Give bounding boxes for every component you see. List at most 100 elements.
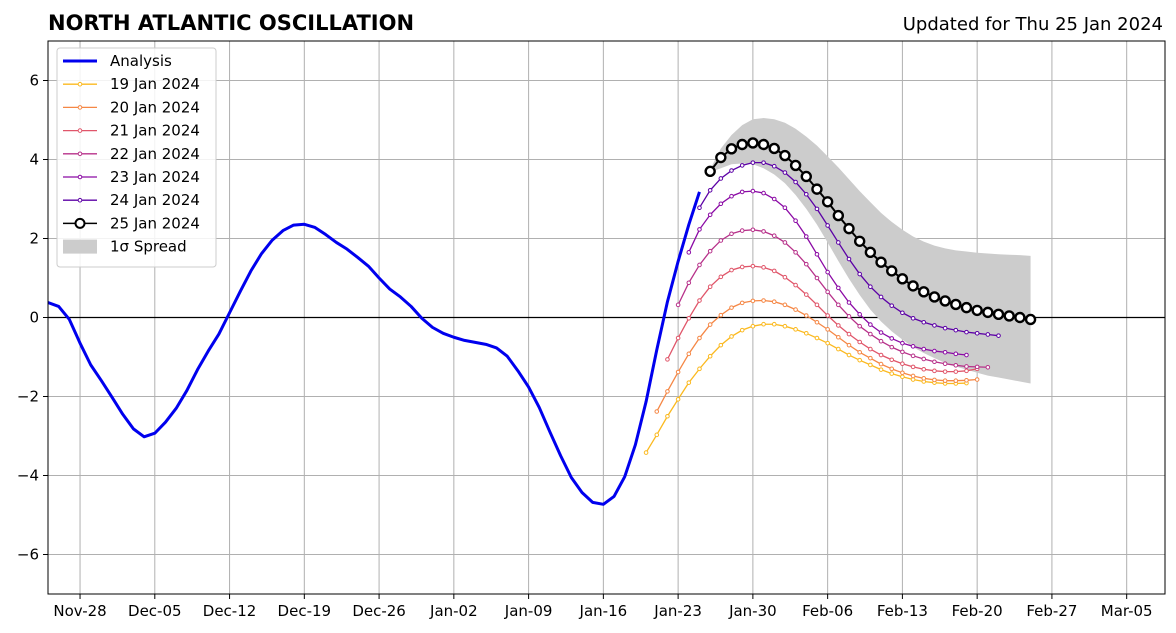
- x-tick-label: Dec-19: [278, 602, 332, 620]
- forecast-point: [654, 432, 660, 438]
- plot-area: Nov-28 Dec-05 Dec-12 Dec-19 Dec-26 Jan-02 Jan-…: [17, 40, 1166, 620]
- forecast-point: [697, 366, 702, 372]
- forecast-point: [761, 298, 766, 303]
- forecast-point: [939, 295, 951, 307]
- forecast-point: [729, 231, 734, 237]
- x-tick-label: Dec-26: [352, 602, 406, 620]
- x-tick-label: Jan-09: [504, 602, 553, 620]
- forecast-series-24-jan-2024: [697, 160, 1001, 338]
- forecast-point: [739, 228, 745, 233]
- forecast-point: [921, 366, 927, 372]
- forecast-point: [814, 335, 820, 341]
- forecast-point: [771, 163, 777, 169]
- forecast-point: [900, 374, 905, 380]
- forecast-point: [814, 206, 820, 212]
- forecast-point: [900, 310, 905, 316]
- forecast-point: [707, 353, 713, 359]
- forecast-point: [665, 389, 670, 394]
- forecast-point: [750, 263, 756, 269]
- forecast-point: [793, 327, 798, 332]
- forecast-point: [889, 336, 895, 341]
- forecast-point: [747, 137, 759, 149]
- forecast-point: [729, 168, 734, 173]
- forecast-point: [910, 315, 916, 321]
- forecast-point: [868, 346, 873, 352]
- forecast-point: [896, 273, 909, 285]
- forecast-point: [942, 378, 948, 384]
- x-tick-label: Dec-05: [128, 602, 182, 620]
- forecast-point: [729, 334, 734, 339]
- forecast-point: [910, 353, 916, 359]
- forecast-point: [889, 366, 895, 372]
- forecast-point: [985, 332, 991, 337]
- forecast-point: [878, 294, 884, 300]
- forecast-point: [718, 312, 724, 318]
- forecast-point: [718, 176, 724, 181]
- legend-swatch-marker: [77, 128, 83, 133]
- legend: Analysis 19 Jan 2024 20 Jan 2024 21 Jan 202…: [56, 47, 217, 268]
- forecast-point: [932, 368, 937, 374]
- forecast-point: [889, 371, 895, 376]
- forecast-point: [953, 327, 959, 333]
- forecast-point: [825, 313, 830, 318]
- forecast-point: [953, 378, 959, 384]
- forecast-point: [686, 280, 692, 286]
- forecast-point: [729, 193, 734, 199]
- forecast-point: [832, 209, 845, 222]
- forecast-point: [803, 234, 809, 239]
- forecast-point: [836, 285, 841, 291]
- forecast-point: [846, 256, 852, 262]
- forecast-point: [907, 280, 919, 292]
- forecast-point: [761, 265, 766, 270]
- x-tick-label: Jan-30: [728, 602, 777, 620]
- forecast-point: [836, 302, 841, 308]
- forecast-point: [996, 333, 1001, 338]
- forecast-point: [718, 238, 724, 243]
- forecast-point: [793, 250, 798, 255]
- forecast-point: [707, 284, 713, 289]
- y-tick-label: 6: [29, 72, 39, 90]
- forecast-point: [814, 275, 820, 281]
- forecast-point: [779, 149, 791, 162]
- forecast-point: [771, 196, 777, 202]
- forecast-point: [932, 323, 937, 328]
- forecast-point: [761, 229, 766, 234]
- chart-subtitle: Updated for Thu 25 Jan 2024: [903, 14, 1163, 35]
- forecast-point: [878, 352, 884, 358]
- forecast-point: [889, 344, 895, 350]
- forecast-point: [878, 367, 884, 372]
- forecast-point: [739, 163, 745, 168]
- forecast-point: [868, 284, 873, 289]
- forecast-point: [857, 349, 862, 355]
- forecast-point: [846, 352, 852, 358]
- forecast-point: [811, 183, 823, 195]
- forecast-point: [782, 240, 788, 245]
- forecast-point: [697, 262, 702, 268]
- forecast-point: [868, 322, 873, 327]
- y-tick-label: −6: [17, 546, 39, 564]
- forecast-point: [932, 377, 937, 383]
- x-tick-label: Feb-06: [802, 602, 853, 620]
- forecast-point: [857, 357, 862, 363]
- forecast-point: [750, 323, 756, 329]
- forecast-point: [789, 159, 802, 172]
- forecast-point: [836, 240, 841, 245]
- forecast-point: [878, 361, 884, 367]
- forecast-point: [932, 359, 937, 365]
- forecast-point: [729, 267, 734, 273]
- forecast-point: [864, 246, 877, 259]
- forecast-point: [900, 349, 905, 355]
- forecast-point: [707, 248, 713, 254]
- forecast-point: [686, 315, 692, 321]
- x-tick-label: Mar-05: [1101, 602, 1153, 620]
- forecast-point: [853, 235, 866, 247]
- forecast-point: [921, 319, 927, 325]
- forecast-point: [868, 362, 873, 368]
- forecast-point: [814, 252, 820, 257]
- forecast-point: [707, 212, 713, 218]
- forecast-point: [942, 349, 948, 355]
- x-tick-label: Jan-16: [579, 602, 628, 620]
- x-tick-label: Feb-20: [952, 602, 1003, 620]
- forecast-point: [782, 170, 788, 175]
- forecast-point: [771, 321, 777, 327]
